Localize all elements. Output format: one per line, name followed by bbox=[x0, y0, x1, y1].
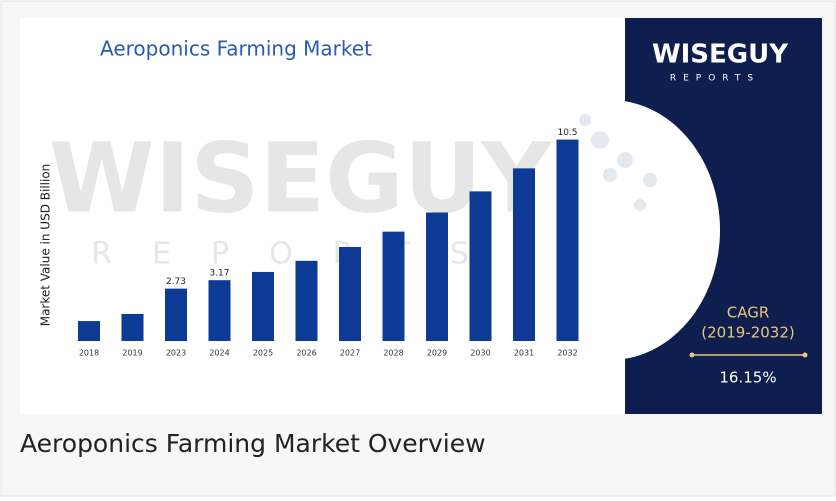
bar bbox=[252, 271, 274, 341]
caption: Aeroponics Farming Market Overview bbox=[20, 429, 486, 458]
head-shape bbox=[500, 100, 720, 360]
cagr-value: 16.15% bbox=[719, 369, 776, 387]
watermark: WISEGUY bbox=[49, 122, 553, 234]
x-tick-label: 2030 bbox=[470, 349, 490, 358]
bar bbox=[208, 280, 231, 341]
dots bbox=[579, 114, 657, 211]
x-tick-label: 2028 bbox=[383, 349, 403, 358]
data-label: 2.73 bbox=[166, 277, 186, 287]
x-tick-label: 2026 bbox=[296, 349, 316, 358]
bar bbox=[469, 191, 492, 341]
bar bbox=[339, 247, 361, 341]
x-tick-label: 2019 bbox=[122, 349, 142, 358]
divider-dot bbox=[689, 352, 695, 358]
bar bbox=[382, 231, 405, 341]
x-tick-label: 2025 bbox=[253, 349, 273, 358]
cagr-label: CAGR bbox=[727, 304, 770, 322]
x-tick-label: 2029 bbox=[427, 349, 447, 358]
bar bbox=[121, 313, 144, 341]
x-tick-label: 2018 bbox=[79, 349, 99, 358]
bar bbox=[426, 212, 448, 341]
x-tick-label: 2023 bbox=[166, 349, 186, 358]
chart-title: Aeroponics Farming Market bbox=[100, 37, 372, 61]
logo-sub: REPORTS bbox=[670, 74, 760, 84]
bar bbox=[295, 260, 318, 341]
data-label: 3.17 bbox=[209, 269, 229, 279]
x-tick-label: 2032 bbox=[557, 349, 577, 358]
bar bbox=[556, 139, 579, 341]
logo: WISEGUY bbox=[652, 40, 789, 70]
watermark-sub: REPORTS bbox=[91, 237, 509, 272]
bar bbox=[165, 288, 187, 341]
x-tick-label: 2024 bbox=[209, 349, 229, 358]
divider-dot bbox=[802, 352, 808, 358]
x-tick-label: 2027 bbox=[340, 349, 360, 358]
data-label: 10.5 bbox=[557, 128, 577, 138]
y-axis-label: Market Value in USD Billion bbox=[39, 164, 53, 327]
bar bbox=[513, 168, 535, 341]
bar bbox=[78, 321, 100, 341]
cagr-period: (2019-2032) bbox=[701, 324, 794, 342]
x-tick-label: 2031 bbox=[514, 349, 534, 358]
